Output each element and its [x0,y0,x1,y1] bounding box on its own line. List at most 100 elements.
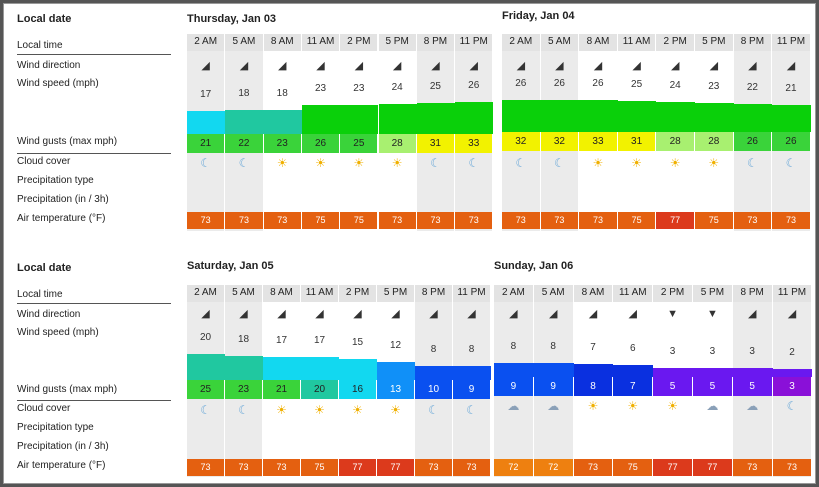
time-cell-bg [340,34,378,51]
wind-speed-value: 21 [785,83,797,94]
wind-direction-icon: ◢ [787,308,797,320]
row-divider [17,303,171,304]
wind-gust-cell: 9 [453,380,490,399]
wind-speed-value: 17 [200,89,212,100]
time-cell-bg [653,285,692,302]
wind-speed-value: 24 [669,80,681,91]
time-label: 11 PM [776,36,806,47]
time-label: 5 PM [702,36,726,47]
row-label-local-time: Local time [17,289,63,300]
time-label: 8 PM [740,36,765,47]
air-temperature-cell: 73 [502,212,540,229]
time-label: 8 AM [586,36,610,47]
wind-speed-bar [301,105,341,134]
time-label: 2 AM [509,36,533,47]
wind-direction-icon: ◢ [201,60,210,72]
wind-direction-icon: ◢ [588,308,598,320]
wind-gust-cell: 25 [187,380,224,399]
time-label: 11 PM [459,36,488,47]
time-cell-bg [301,34,340,51]
wind-gust-cell: 5 [693,377,732,396]
moon-icon: ☾ [466,403,477,417]
wind-speed-value: 7 [590,342,596,353]
wind-speed-value: 23 [314,83,327,94]
sun-icon: ☀ [315,156,326,170]
sun-icon: ☀ [391,156,403,170]
moon-icon: ☾ [747,156,758,170]
time-label: 11 AM [622,36,651,47]
wind-gust-cell: 9 [533,377,573,396]
air-temperature-cell: 77 [656,212,694,229]
moon-icon: ☾ [430,156,441,170]
time-label: 5 AM [547,36,571,47]
wind-gust-cell: 7 [613,377,653,396]
time-cell-bg [732,285,772,302]
wind-direction-icon: ◢ [429,308,438,320]
wind-speed-value: 8 [430,344,437,355]
row-divider [17,153,171,154]
wind-gust-cell: 5 [732,377,772,396]
wind-gust-cell: 10 [415,380,452,399]
wind-direction-icon: ◢ [555,60,564,72]
moon-icon: ☾ [428,403,439,417]
air-temperature-cell: 77 [693,459,732,476]
moon-icon: ☾ [200,403,211,417]
wind-speed-bar [301,357,339,380]
wind-speed-value: 3 [669,346,676,357]
wind-speed-bar [613,365,654,377]
time-cell-bg [617,34,656,51]
air-temperature-cell: 75 [301,212,340,229]
air-temperature-cell: 73 [187,459,224,476]
wind-speed-bar [772,369,813,377]
time-cell-bg [772,34,810,51]
air-temperature-cell: 73 [455,212,493,229]
wind-gust-cell: 28 [378,134,416,153]
time-cell-bg [502,34,540,51]
cloud-icon: ☁ [547,399,560,413]
time-label: 5 AM [541,287,565,298]
time-label: 5 PM [383,287,408,298]
wind-direction-icon: ◢ [316,60,325,72]
sun-icon: ☀ [592,156,604,170]
wind-direction-icon: ◢ [277,308,286,320]
time-label: 8 PM [740,287,764,298]
row-label-precip-amount: Precipitation (in / 3h) [17,194,109,205]
wind-direction-icon: ▼ [706,308,718,320]
wind-speed-bar [732,368,773,377]
wind-speed-bar [225,356,263,380]
wind-gust-cell: 26 [772,132,810,151]
wind-direction-icon: ◢ [509,308,518,320]
day-title: Friday, Jan 04 [502,10,575,22]
air-temperature-cell: 72 [494,459,533,476]
wind-speed-value: 18 [276,88,288,99]
wind-gust-cell: 13 [377,380,414,399]
sun-icon: ☀ [276,403,287,417]
air-temperature-cell: 73 [772,459,812,476]
wind-direction-icon: ◢ [747,308,757,320]
time-cell-bg [453,285,490,302]
row-label-wind-speed: Wind speed (mph) [17,327,99,338]
air-temperature-cell: 73 [263,212,301,229]
wind-direction-icon: ◢ [431,60,440,72]
wind-direction-icon: ◢ [353,308,362,320]
time-cell-bg [225,285,262,302]
wind-gust-cell: 33 [455,134,493,153]
wind-direction-icon: ◢ [628,308,638,320]
time-cell-bg [225,34,263,51]
time-label: 8 AM [581,287,605,298]
time-label: 2 PM [660,287,685,298]
time-label: 8 PM [423,36,448,47]
wind-speed-value: 20 [199,332,212,343]
time-cell-bg [656,34,694,51]
moon-icon: ☾ [786,399,798,413]
wind-speed-bar [453,366,491,380]
row-divider [17,54,171,55]
sun-icon: ☀ [587,399,599,413]
air-temperature-cell: 72 [533,459,573,476]
row-label-local-date: Local date [17,262,72,274]
wind-gust-cell: 16 [339,380,376,399]
wind-direction-icon: ◢ [593,60,603,72]
row-label-air-temp: Air temperature (°F) [17,213,106,224]
moon-icon: ☾ [468,156,480,170]
wind-speed-bar [416,103,456,134]
